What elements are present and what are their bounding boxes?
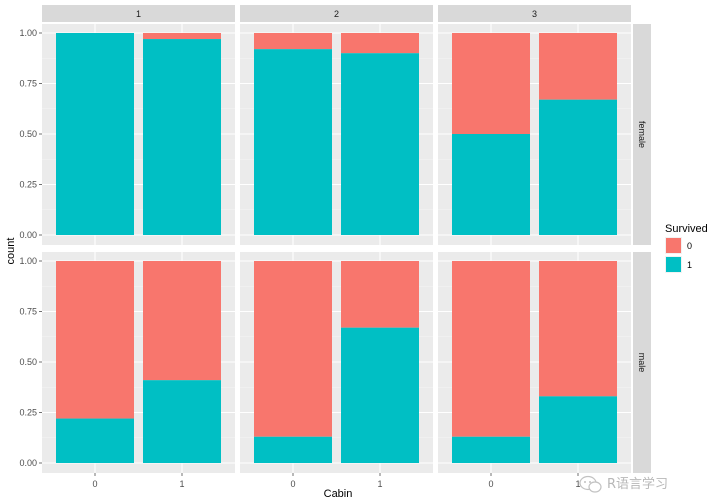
bar-survived-1 — [539, 99, 617, 235]
bar-survived-1 — [341, 53, 419, 236]
x-tick-label: 0 — [290, 479, 295, 489]
facet-strip-row — [633, 252, 651, 473]
bar-survived-0 — [56, 261, 134, 419]
legend-label: 0 — [687, 241, 692, 251]
facet-strip-col — [42, 5, 235, 22]
y-tick-label: 0.00 — [19, 458, 37, 468]
y-tick-label: 0.75 — [19, 307, 37, 317]
legend-key — [666, 238, 681, 253]
panels-layer — [42, 24, 631, 473]
legend-key — [666, 257, 681, 272]
bar-survived-0 — [341, 261, 419, 328]
x-tick-label: 1 — [179, 479, 184, 489]
y-tick-label: 0.75 — [19, 79, 37, 89]
axes: 0.00 0.25 0.50 0.75 1.00 0.00 0.25 0.50 0.75 1.00… — [19, 28, 580, 489]
facet-strip-col-label: 2 — [334, 9, 339, 19]
bar-survived-0 — [254, 33, 332, 50]
bar-survived-0 — [341, 33, 419, 54]
x-tick-label: 0 — [92, 479, 97, 489]
y-tick-label: 1.00 — [19, 28, 37, 38]
legend-title: Survived — [665, 223, 708, 235]
x-axis-title: Cabin — [324, 488, 353, 500]
y-tick-label: 0.50 — [19, 129, 37, 139]
bar-survived-0 — [254, 261, 332, 437]
watermark: R语言学习 — [579, 475, 668, 493]
facet-strip-col — [438, 5, 631, 22]
bar-survived-1 — [56, 418, 134, 463]
y-tick-label: 0.00 — [19, 230, 37, 240]
bar-survived-0 — [143, 33, 221, 40]
bar-survived-1 — [254, 436, 332, 463]
bar-survived-1 — [452, 436, 530, 463]
bar-survived-1 — [539, 396, 617, 463]
bar-survived-1 — [56, 33, 134, 235]
facet-strips: 1 2 3 female male — [42, 5, 651, 473]
legend: Survived 0 1 — [665, 223, 708, 273]
facet-strip-col-label: 1 — [136, 9, 141, 19]
y-tick-label: 0.50 — [19, 357, 37, 367]
facet-strip-col — [240, 5, 433, 22]
facet-strip-row-label: male — [637, 353, 647, 373]
x-tick-label: 1 — [575, 479, 580, 489]
wechat-icon — [579, 475, 602, 493]
watermark-text: R语言学习 — [607, 476, 668, 492]
bar-survived-0 — [539, 261, 617, 397]
x-tick-label: 0 — [488, 479, 493, 489]
bar-survived-1 — [341, 327, 419, 463]
facet-strip-row-label: female — [637, 121, 647, 148]
y-axis-title: count — [5, 238, 17, 265]
bar-survived-0 — [452, 261, 530, 437]
facet-strip-row — [633, 24, 651, 245]
legend-label: 1 — [687, 260, 692, 270]
bar-survived-1 — [143, 39, 221, 236]
y-tick-label: 0.25 — [19, 180, 37, 190]
y-tick-label: 0.25 — [19, 408, 37, 418]
bar-survived-1 — [254, 49, 332, 235]
bar-survived-1 — [452, 134, 530, 235]
facet-strip-col-label: 3 — [532, 9, 537, 19]
y-tick-label: 1.00 — [19, 256, 37, 266]
bar-survived-0 — [143, 261, 221, 381]
bar-survived-0 — [452, 33, 530, 134]
x-tick-label: 1 — [377, 479, 382, 489]
bar-survived-0 — [539, 33, 617, 100]
bar-survived-1 — [143, 380, 221, 463]
